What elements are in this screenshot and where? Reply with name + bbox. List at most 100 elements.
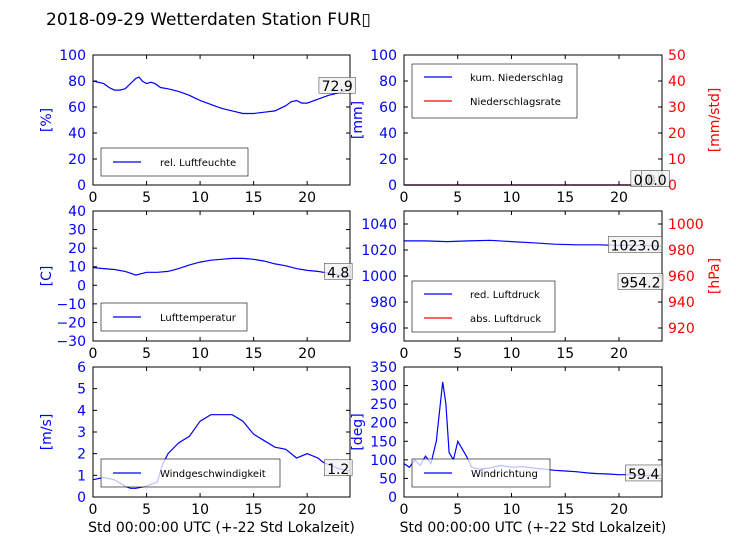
y-right-tick-label: 0 xyxy=(668,178,677,194)
y-tick-label: 1000 xyxy=(361,269,397,285)
x-tick-label: 0 xyxy=(89,502,98,518)
y-tick-label: 100 xyxy=(59,48,86,64)
x-tick-label: 20 xyxy=(298,502,316,518)
x-tick-label: 15 xyxy=(556,502,574,518)
y-tick-label: 980 xyxy=(370,295,397,311)
y-right-tick-label: 940 xyxy=(668,295,695,311)
y-tick-label: 4 xyxy=(77,403,86,419)
y-tick-label: 10 xyxy=(68,260,86,276)
value-annotation: 1.2 xyxy=(327,462,349,478)
y-tick-label: 20 xyxy=(68,152,86,168)
y-tick-label: 0 xyxy=(77,178,86,194)
y-tick-label: 3 xyxy=(77,425,86,441)
y-right-tick-label: 1000 xyxy=(668,217,704,233)
legend-label: Windrichtung xyxy=(471,469,538,480)
y-right-tick-label: 40 xyxy=(668,74,686,90)
y-tick-label: 40 xyxy=(68,126,86,142)
legend-label: rel. Luftfeuchte xyxy=(160,158,236,169)
y-tick-label: 250 xyxy=(370,397,397,413)
legend-label: Lufttemperatur xyxy=(160,313,237,324)
y-tick-label: −10 xyxy=(56,297,86,313)
y-tick-label: 1020 xyxy=(361,243,397,259)
legend-box xyxy=(411,280,556,333)
x-tick-label: 5 xyxy=(142,502,151,518)
value-annotation-box xyxy=(318,76,356,94)
x-tick-label: 10 xyxy=(503,502,521,518)
y-tick-label: 0 xyxy=(77,490,86,506)
x-axis-label: Std 00:00:00 UTC (+-22 Std Lokalzeit) xyxy=(400,520,667,536)
x-axis-label: Std 00:00:00 UTC (+-22 Std Lokalzeit) xyxy=(88,520,355,536)
value-annotation-box xyxy=(641,170,670,188)
x-tick-label: 0 xyxy=(400,346,409,362)
y-right-tick-label: 50 xyxy=(668,48,686,64)
value-annotation-box xyxy=(617,273,664,290)
series-line-rel-luftfeuchte xyxy=(92,76,351,115)
value-annotation: 1023.0 xyxy=(611,238,660,254)
x-tick-label: 10 xyxy=(503,346,521,362)
y-right-tick-label: 920 xyxy=(668,321,695,337)
y-right-tick-label: 960 xyxy=(668,269,695,285)
value-annotation-box xyxy=(608,236,663,253)
value-annotation: 72.9 xyxy=(322,79,353,95)
x-tick-label: 10 xyxy=(191,346,209,362)
y-axis-label: [m/s] xyxy=(39,414,55,451)
x-tick-label: 0 xyxy=(400,190,409,206)
value-annotation-box xyxy=(625,464,663,482)
y-tick-label: −20 xyxy=(56,315,86,331)
legend-label: Niederschlagsrate xyxy=(470,97,561,108)
x-tick-label: 20 xyxy=(298,346,316,362)
x-tick-label: 10 xyxy=(503,190,521,206)
x-tick-label: 15 xyxy=(245,502,263,518)
y-tick-label: 0 xyxy=(388,178,397,194)
x-tick-label: 5 xyxy=(453,346,462,362)
y-right-axis-label: [hPa] xyxy=(707,258,723,294)
x-tick-label: 20 xyxy=(610,502,628,518)
x-tick-label: 5 xyxy=(142,346,151,362)
y-tick-label: 150 xyxy=(370,434,397,450)
y-tick-label: 80 xyxy=(68,74,86,90)
y-tick-label: 350 xyxy=(370,360,397,376)
x-tick-label: 5 xyxy=(142,190,151,206)
figure-title: 2018-09-29 Wetterdaten Station FUR▯ xyxy=(46,10,371,30)
y-axis-label: [mm] xyxy=(350,101,366,139)
y-right-tick-label: 980 xyxy=(668,243,695,259)
y-tick-label: 960 xyxy=(370,321,397,337)
x-tick-label: 20 xyxy=(610,346,628,362)
x-tick-label: 15 xyxy=(556,190,574,206)
value-annotation-box xyxy=(324,459,353,477)
x-tick-label: 15 xyxy=(245,190,263,206)
x-tick-label: 5 xyxy=(453,502,462,518)
y-tick-label: 50 xyxy=(379,471,397,487)
y-tick-label: 20 xyxy=(68,241,86,257)
plot-frame xyxy=(403,54,663,186)
value-annotation: 954.2 xyxy=(620,276,660,292)
y-tick-label: 2 xyxy=(77,447,86,463)
plot-frame xyxy=(92,54,351,186)
y-right-tick-label: 10 xyxy=(668,152,686,168)
y-right-tick-label: 30 xyxy=(668,100,686,116)
x-tick-label: 0 xyxy=(400,502,409,518)
y-right-tick-label: 20 xyxy=(668,126,686,142)
x-tick-label: 20 xyxy=(610,190,628,206)
x-tick-label: 15 xyxy=(245,346,263,362)
legend-label: abs. Luftdruck xyxy=(470,314,541,325)
value-annotation: 4.8 xyxy=(327,265,349,281)
value-annotation-box xyxy=(324,263,353,280)
y-tick-label: 300 xyxy=(370,379,397,395)
y-tick-label: 80 xyxy=(379,74,397,90)
series-line-lufttemperatur xyxy=(92,257,351,277)
x-tick-label: 10 xyxy=(191,502,209,518)
y-tick-label: 200 xyxy=(370,416,397,432)
y-tick-label: 100 xyxy=(370,453,397,469)
y-tick-label: 0 xyxy=(388,490,397,506)
y-axis-label: [deg] xyxy=(350,413,366,450)
series-line-windgeschwindigkeit xyxy=(92,414,351,489)
y-right-axis-label: [mm/std] xyxy=(707,88,723,153)
legend-label: kum. Niederschlag xyxy=(470,73,563,84)
x-tick-label: 20 xyxy=(298,190,316,206)
x-tick-label: 0 xyxy=(89,346,98,362)
x-tick-label: 15 xyxy=(556,346,574,362)
value-annotation: 0.0 xyxy=(644,173,666,189)
value-annotation: 59.4 xyxy=(628,467,659,483)
